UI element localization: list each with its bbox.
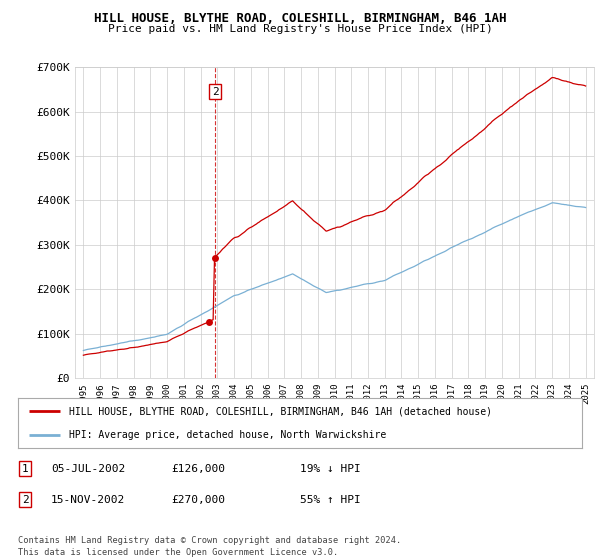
Text: 1: 1 [22, 464, 29, 474]
Text: HILL HOUSE, BLYTHE ROAD, COLESHILL, BIRMINGHAM, B46 1AH: HILL HOUSE, BLYTHE ROAD, COLESHILL, BIRM… [94, 12, 506, 25]
Text: £270,000: £270,000 [171, 494, 225, 505]
Text: 55% ↑ HPI: 55% ↑ HPI [300, 494, 361, 505]
Text: Contains HM Land Registry data © Crown copyright and database right 2024.
This d: Contains HM Land Registry data © Crown c… [18, 536, 401, 557]
Text: £126,000: £126,000 [171, 464, 225, 474]
Text: HILL HOUSE, BLYTHE ROAD, COLESHILL, BIRMINGHAM, B46 1AH (detached house): HILL HOUSE, BLYTHE ROAD, COLESHILL, BIRM… [69, 406, 492, 416]
Text: HPI: Average price, detached house, North Warwickshire: HPI: Average price, detached house, Nort… [69, 431, 386, 440]
Text: 2: 2 [212, 87, 218, 97]
Text: 2: 2 [22, 494, 29, 505]
Text: 19% ↓ HPI: 19% ↓ HPI [300, 464, 361, 474]
Text: 15-NOV-2002: 15-NOV-2002 [51, 494, 125, 505]
Text: Price paid vs. HM Land Registry's House Price Index (HPI): Price paid vs. HM Land Registry's House … [107, 24, 493, 34]
Text: 05-JUL-2002: 05-JUL-2002 [51, 464, 125, 474]
